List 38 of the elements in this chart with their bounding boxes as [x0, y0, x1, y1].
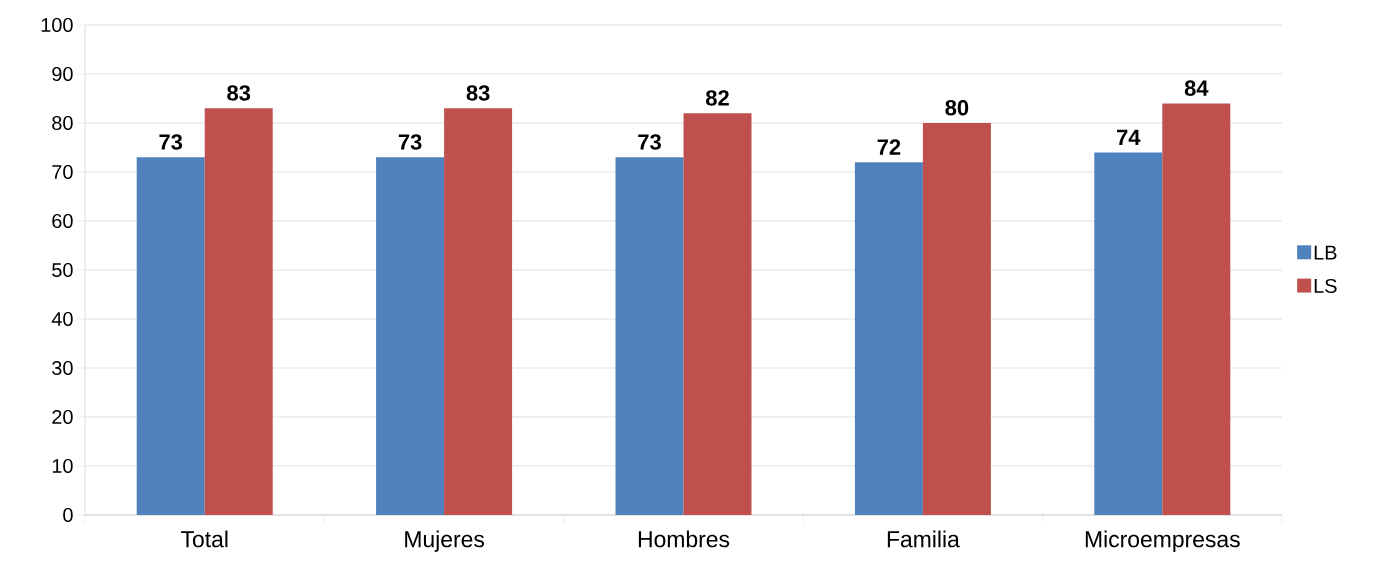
data-label: 73 — [638, 134, 661, 150]
data-label: 73 — [159, 134, 183, 150]
y-tick-label: 90 — [52, 66, 73, 82]
bar — [1162, 103, 1231, 515]
y-tick-label: 50 — [52, 262, 73, 278]
bar — [136, 157, 205, 515]
y-tick-label: 10 — [52, 458, 73, 474]
y-tick-label: 100 — [41, 17, 73, 33]
bar — [1094, 152, 1163, 515]
data-label: 72 — [877, 139, 901, 155]
bar — [376, 157, 445, 515]
x-tick-label: Total — [181, 530, 228, 548]
x-tick-label: Mujeres — [405, 530, 484, 552]
legend-label: LB — [1314, 245, 1337, 260]
y-tick-label: 40 — [51, 311, 73, 327]
data-label: 82 — [706, 90, 729, 106]
legend-label: LS — [1314, 278, 1337, 293]
y-tick-label: 80 — [52, 115, 73, 131]
data-label: 84 — [1184, 80, 1209, 96]
data-label: 83 — [466, 85, 490, 101]
x-tick-label: Familia — [887, 530, 960, 548]
y-tick-label: 70 — [52, 164, 73, 180]
bar — [204, 108, 273, 515]
bar — [444, 108, 513, 515]
x-tick-label: Microempresas — [1085, 530, 1240, 552]
y-tick-label: 20 — [52, 409, 73, 425]
bar — [854, 162, 923, 515]
y-tick-label: 60 — [52, 213, 73, 229]
data-label: 83 — [227, 85, 251, 101]
y-tick-label: 0 — [63, 507, 73, 523]
bar — [615, 157, 684, 515]
bar — [683, 113, 752, 515]
bar — [922, 123, 991, 515]
x-tick-label: Hombres — [638, 530, 730, 548]
y-tick-label: 30 — [52, 360, 73, 376]
data-label: 74 — [1117, 129, 1141, 145]
data-label: 73 — [398, 134, 422, 150]
data-label: 80 — [945, 99, 969, 116]
